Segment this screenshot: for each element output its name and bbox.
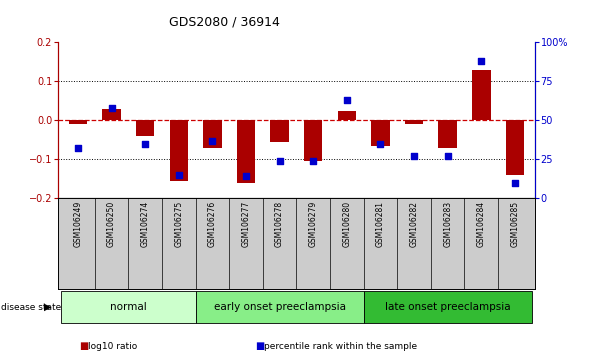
Text: late onset preeclampsia: late onset preeclampsia <box>385 302 511 312</box>
Text: GSM106285: GSM106285 <box>510 201 519 247</box>
Point <box>140 141 150 147</box>
Bar <box>61 291 196 323</box>
Text: GSM106275: GSM106275 <box>174 201 183 247</box>
Text: GSM106281: GSM106281 <box>376 201 385 247</box>
Bar <box>196 291 364 323</box>
Bar <box>69 120 87 124</box>
Point <box>342 97 351 103</box>
Text: ■: ■ <box>79 341 88 351</box>
Text: GSM106282: GSM106282 <box>410 201 418 247</box>
Text: GSM106284: GSM106284 <box>477 201 486 247</box>
Bar <box>102 109 121 120</box>
Point <box>477 58 486 64</box>
Point <box>106 105 116 111</box>
Point <box>443 153 452 159</box>
Text: disease state: disease state <box>1 303 61 312</box>
Bar <box>371 120 390 146</box>
Point <box>308 158 318 164</box>
Text: normal: normal <box>110 302 147 312</box>
Text: GDS2080 / 36914: GDS2080 / 36914 <box>170 16 280 29</box>
Bar <box>337 110 356 120</box>
Bar <box>405 120 423 124</box>
Point <box>409 153 419 159</box>
Bar <box>472 70 491 120</box>
Point <box>275 158 285 164</box>
Text: GSM106283: GSM106283 <box>443 201 452 247</box>
Point <box>376 141 385 147</box>
Bar <box>364 291 531 323</box>
Bar <box>438 120 457 148</box>
Bar <box>304 120 322 161</box>
Text: GSM106249: GSM106249 <box>74 201 83 247</box>
Point <box>174 172 184 178</box>
Text: ■: ■ <box>255 341 264 351</box>
Bar <box>170 120 188 181</box>
Point <box>510 180 520 185</box>
Point <box>241 173 251 179</box>
Text: percentile rank within the sample: percentile rank within the sample <box>264 342 418 351</box>
Bar <box>237 120 255 183</box>
Text: GSM106277: GSM106277 <box>241 201 250 247</box>
Bar <box>136 120 154 136</box>
Text: ▶: ▶ <box>44 302 51 312</box>
Text: GSM106250: GSM106250 <box>107 201 116 247</box>
Point <box>73 145 83 151</box>
Bar <box>506 120 524 175</box>
Text: GSM106280: GSM106280 <box>342 201 351 247</box>
Bar <box>271 120 289 142</box>
Text: log10 ratio: log10 ratio <box>88 342 137 351</box>
Text: early onset preeclampsia: early onset preeclampsia <box>213 302 345 312</box>
Text: GSM106279: GSM106279 <box>309 201 318 247</box>
Text: GSM106274: GSM106274 <box>140 201 150 247</box>
Text: GSM106276: GSM106276 <box>208 201 217 247</box>
Text: GSM106278: GSM106278 <box>275 201 284 247</box>
Bar <box>203 120 221 148</box>
Point <box>207 138 217 143</box>
